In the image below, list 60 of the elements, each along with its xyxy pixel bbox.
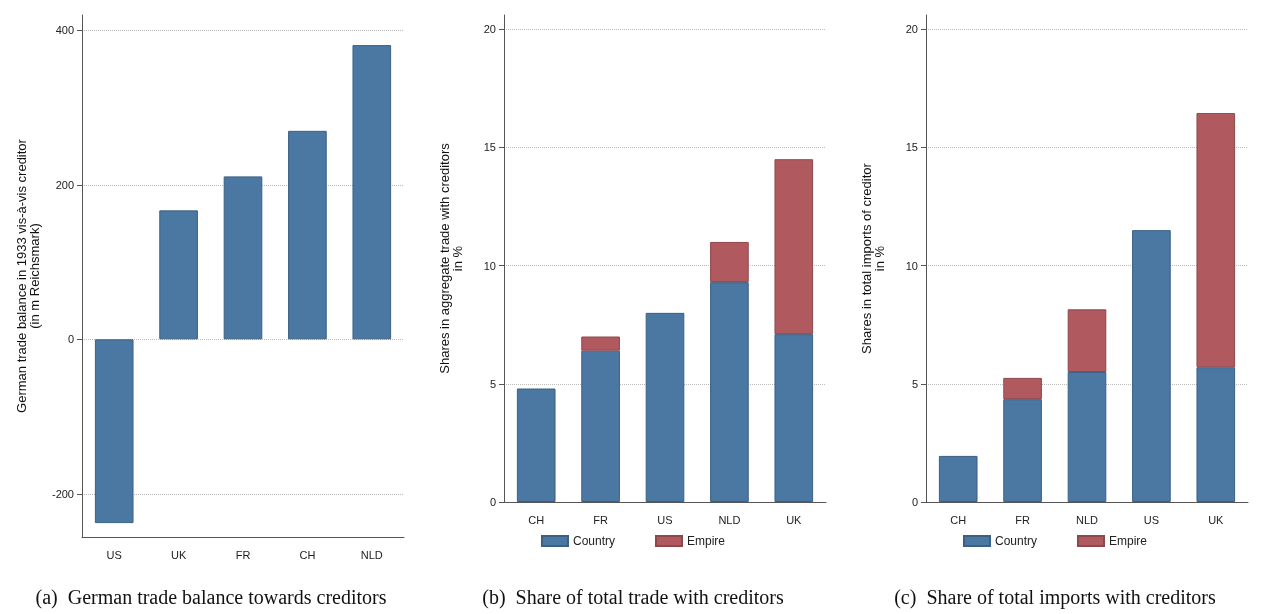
- legend-label: Country: [572, 534, 616, 548]
- x-tick-label: UK: [786, 513, 803, 526]
- y-tick-label: 0: [911, 496, 918, 508]
- text: (b) Share of total trade with creditors: [482, 586, 784, 609]
- x-tick-label: NLD: [718, 513, 741, 526]
- bar: [938, 455, 978, 502]
- bar: [1196, 367, 1236, 502]
- y-tick-label: 10: [905, 259, 918, 272]
- x-tick-label: FR: [1015, 513, 1030, 526]
- y-axis-title: Shares in aggregate trade with creditors in %: [437, 142, 465, 374]
- bar: [774, 334, 814, 502]
- x-tick-label: FR: [593, 513, 608, 526]
- y-tick-label: 20: [905, 23, 918, 36]
- x-tick-label: CH: [528, 513, 545, 526]
- text: (a) German trade balance towards creditors: [35, 586, 387, 609]
- bar: [1067, 309, 1107, 372]
- bar: [645, 312, 685, 502]
- y-axis-title: German trade balance in 1933 vis-à-vis creditor (in m Reichsmark): [14, 138, 43, 413]
- bar: [1196, 113, 1236, 368]
- y-tick-label: 200: [55, 178, 74, 191]
- y-tick-label: 10: [483, 259, 496, 272]
- y-tick-label: 15: [483, 141, 496, 154]
- y-tick-label: 20: [483, 23, 496, 36]
- bar: [1067, 371, 1107, 502]
- y-axis-title: Shares in total imports of creditor in %: [859, 162, 887, 354]
- y-tick-label: 5: [911, 377, 918, 390]
- bar: [774, 159, 814, 335]
- bar: [710, 282, 749, 502]
- x-tick-label: UK: [170, 548, 187, 561]
- bar: [352, 45, 392, 340]
- legend-label: Empire: [687, 534, 726, 548]
- x-tick-label: US: [657, 513, 673, 526]
- y-tick-label: 0: [67, 333, 74, 346]
- x-tick-label: CH: [950, 513, 967, 526]
- y-tick-label: -200: [51, 487, 74, 500]
- x-tick-label: CH: [299, 548, 316, 561]
- bar: [288, 130, 327, 340]
- bar: [581, 336, 620, 351]
- bar: [710, 241, 749, 283]
- bar: [94, 339, 134, 524]
- y-tick-label: 15: [905, 141, 918, 154]
- x-tick-label: FR: [235, 548, 251, 561]
- bar: [581, 350, 620, 502]
- text: (c) Share of total imports with creditors: [894, 586, 1216, 609]
- bar: [1132, 230, 1171, 502]
- bar: [159, 210, 198, 340]
- legend-label: Empire: [1109, 534, 1148, 548]
- x-tick-label: US: [1143, 513, 1160, 526]
- bar: [223, 176, 263, 340]
- x-tick-label: UK: [1208, 513, 1225, 526]
- y-tick-label: 0: [489, 496, 496, 508]
- y-tick-label: 5: [489, 377, 496, 390]
- bar: [1003, 377, 1042, 400]
- x-tick-label: NLD: [360, 548, 383, 561]
- legend-label: Country: [994, 534, 1038, 548]
- bar: [516, 388, 556, 502]
- x-tick-label: US: [106, 548, 122, 561]
- bar: [1003, 399, 1042, 502]
- x-tick-label: NLD: [1075, 513, 1099, 526]
- y-tick-label: 400: [55, 24, 74, 37]
